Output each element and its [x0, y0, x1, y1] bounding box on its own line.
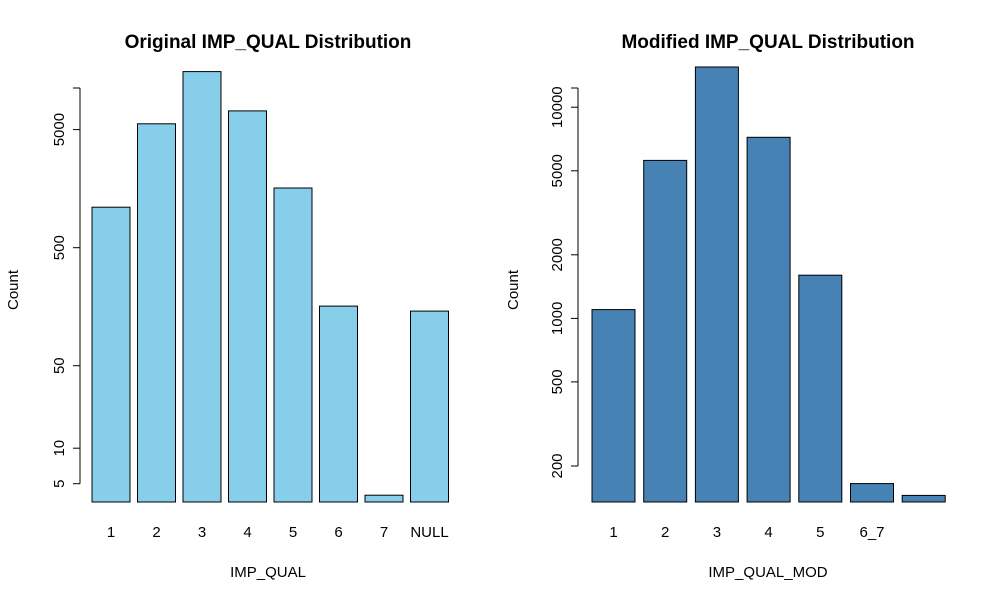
y-tick-label: 50	[51, 357, 68, 374]
y-tick-label: 5000	[51, 113, 68, 146]
y-axis-label: Count	[5, 269, 22, 310]
bar-2	[137, 123, 176, 503]
x-tick-label: 6	[334, 524, 342, 541]
bar-2	[643, 159, 688, 503]
chart-modified: Modified IMP_QUAL Distribution IMP_QUAL_…	[505, 32, 946, 581]
y-tick-label: 1000	[549, 302, 566, 335]
bar-6	[319, 305, 358, 503]
x-tick-label: 2	[152, 524, 160, 541]
bar-3	[182, 71, 222, 503]
y-tick-label: 500	[51, 235, 68, 260]
y-tick-label: 500	[549, 369, 566, 394]
x-tick-label: 5	[289, 524, 297, 541]
x-tick-labels: 1 2 3 4 5 6_7	[609, 524, 884, 541]
bar-unlabeled	[901, 494, 946, 503]
y-tick-label: 10000	[549, 86, 566, 128]
x-tick-label: 1	[609, 524, 617, 541]
x-tick-label: 6_7	[859, 524, 884, 541]
bar-group	[591, 66, 946, 503]
x-tick-label: 1	[107, 524, 115, 541]
y-tick-label: 200	[549, 453, 566, 478]
bar-group	[91, 71, 449, 503]
x-tick-label: 3	[713, 524, 721, 541]
bar-4	[228, 110, 267, 503]
bar-7	[364, 494, 404, 503]
bar-1	[591, 309, 636, 503]
y-tick-label: 10	[51, 440, 68, 457]
bar-5	[273, 187, 313, 503]
bar-NULL	[410, 310, 449, 503]
x-tick-label: 2	[661, 524, 669, 541]
chart-title: Original IMP_QUAL Distribution	[125, 32, 412, 53]
y-tick-label: 2000	[549, 238, 566, 271]
bar-4	[746, 136, 791, 503]
bar-5	[798, 274, 843, 503]
bar-3	[694, 66, 739, 503]
bar-1	[91, 206, 131, 503]
chart-original: Original IMP_QUAL Distribution IMP_QUAL …	[5, 32, 449, 581]
x-tick-label: 7	[380, 524, 388, 541]
x-tick-label: 4	[764, 524, 772, 541]
bar-6_7	[850, 483, 894, 503]
x-tick-label: 4	[243, 524, 251, 541]
y-axis-label: Count	[505, 269, 522, 310]
y-axis: 5 10 50 500 5000	[51, 87, 81, 488]
chart-title: Modified IMP_QUAL Distribution	[621, 32, 914, 53]
x-tick-label: NULL	[410, 524, 448, 541]
y-tick-label: 5	[51, 480, 68, 488]
x-tick-label: 5	[816, 524, 824, 541]
y-tick-label: 5000	[549, 154, 566, 187]
y-axis: 200 500 1000 2000 5000 10000	[549, 86, 579, 479]
x-tick-labels: 1 2 3 4 5 6 7 NULL	[107, 524, 449, 541]
x-axis-label: IMP_QUAL	[230, 564, 306, 581]
x-axis-label: IMP_QUAL_MOD	[708, 564, 827, 581]
x-tick-label: 3	[198, 524, 206, 541]
